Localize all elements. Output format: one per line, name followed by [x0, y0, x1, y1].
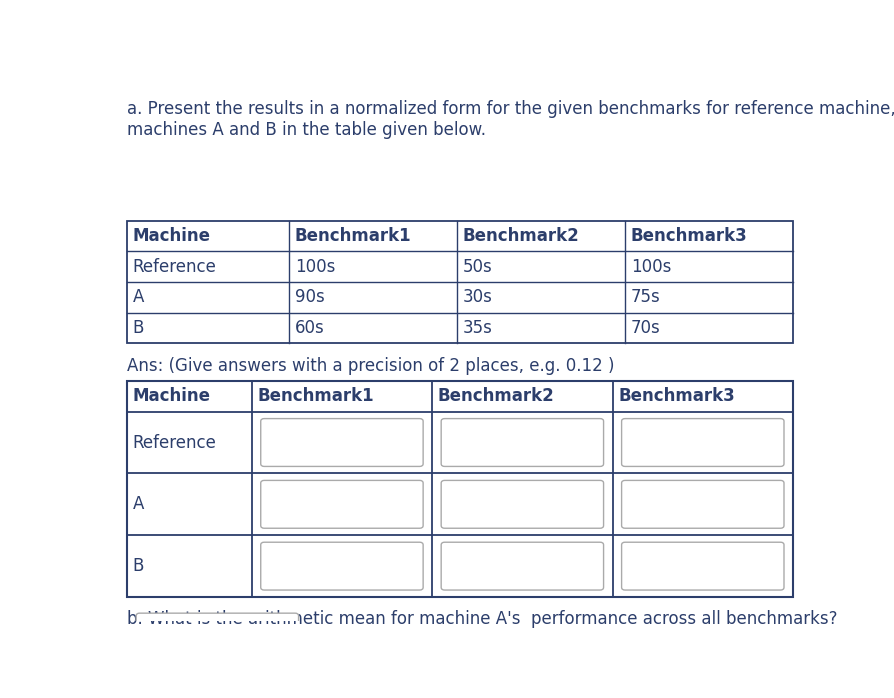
Text: 50s: 50s — [462, 258, 492, 276]
Text: 35s: 35s — [462, 319, 493, 337]
FancyBboxPatch shape — [136, 613, 299, 656]
FancyBboxPatch shape — [260, 419, 423, 466]
Text: Benchmark2: Benchmark2 — [437, 387, 553, 406]
Bar — [127, 381, 792, 597]
Text: 70s: 70s — [630, 319, 660, 337]
FancyBboxPatch shape — [621, 480, 783, 528]
FancyBboxPatch shape — [621, 542, 783, 590]
Text: 30s: 30s — [462, 288, 493, 306]
Text: Machine: Machine — [132, 387, 210, 406]
Text: b. What is the arithmetic mean for machine A's  performance across all benchmark: b. What is the arithmetic mean for machi… — [127, 611, 837, 628]
Text: 60s: 60s — [295, 319, 325, 337]
Text: Benchmark2: Benchmark2 — [462, 227, 579, 245]
Text: 100s: 100s — [295, 258, 335, 276]
FancyBboxPatch shape — [441, 419, 603, 466]
Text: Machine: Machine — [132, 227, 210, 245]
Text: 90s: 90s — [295, 288, 325, 306]
Text: A: A — [132, 288, 144, 306]
Text: Benchmark1: Benchmark1 — [295, 227, 411, 245]
Text: Ans: (Give answers with a precision of 2 places, e.g. 0.12 ): Ans: (Give answers with a precision of 2… — [127, 357, 614, 375]
Text: Benchmark3: Benchmark3 — [618, 387, 734, 406]
Text: a. Present the results in a normalized form for the given benchmarks for referen: a. Present the results in a normalized f… — [127, 100, 894, 139]
Text: A: A — [132, 496, 144, 513]
FancyBboxPatch shape — [260, 480, 423, 528]
FancyBboxPatch shape — [260, 542, 423, 590]
Text: Reference: Reference — [132, 433, 216, 452]
Text: Benchmark1: Benchmark1 — [257, 387, 374, 406]
FancyBboxPatch shape — [621, 419, 783, 466]
Text: B: B — [132, 319, 144, 337]
FancyBboxPatch shape — [441, 542, 603, 590]
Text: Benchmark3: Benchmark3 — [630, 227, 746, 245]
Text: 75s: 75s — [630, 288, 660, 306]
Text: 100s: 100s — [630, 258, 670, 276]
Text: Reference: Reference — [132, 258, 216, 276]
FancyBboxPatch shape — [441, 480, 603, 528]
Text: B: B — [132, 557, 144, 575]
Bar — [127, 221, 792, 343]
